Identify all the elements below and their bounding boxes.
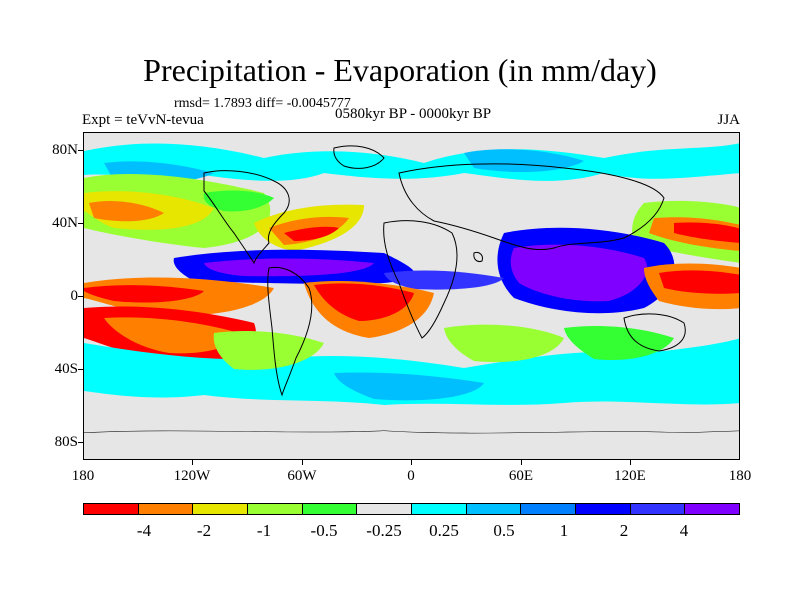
colorbar-swatch — [248, 504, 303, 514]
experiment-label: Expt = teVvN-tevua — [82, 112, 204, 128]
southern-blue-patch — [334, 372, 484, 401]
colorbar-swatch — [630, 504, 686, 514]
lon-tick-label: 0 — [407, 468, 415, 484]
s-indian-green-2 — [564, 326, 674, 361]
colorbar-label: 0.25 — [429, 521, 459, 540]
lat-tick-label: 40S — [54, 361, 78, 377]
lon-tick-label: 60E — [508, 468, 534, 484]
antarctica-land — [84, 431, 739, 459]
colorbar-label: -0.25 — [366, 521, 402, 540]
africa-outline — [383, 220, 458, 339]
lon-tickmark — [411, 460, 412, 465]
nh-blue-patch-2 — [464, 149, 584, 173]
greenland-outline — [333, 145, 385, 169]
figure-title: Precipitation - Evaporation (in mm/day) — [143, 52, 657, 88]
nh-high-lat-cyan — [84, 143, 739, 181]
lon-tick-label: 180 — [71, 468, 95, 484]
colorbar-swatch — [521, 504, 577, 514]
lat-tickmark — [78, 296, 83, 297]
colorbar-swatch — [302, 504, 358, 514]
colorbar-swatch — [576, 504, 631, 514]
colorbar-label: 0.5 — [493, 521, 515, 540]
colorbar-swatch — [412, 504, 467, 514]
lon-tick-label: 120W — [173, 468, 211, 484]
wpac-n-red — [674, 222, 739, 243]
colorbar-label: 4 — [679, 521, 689, 540]
pacific-eq-red — [84, 285, 204, 303]
australia-outline — [623, 313, 686, 352]
s-indian-green — [444, 324, 564, 363]
lat-tickmark — [78, 442, 83, 443]
lon-tickmark — [630, 460, 631, 465]
season-label: JJA — [717, 112, 740, 128]
itcz-violet-west — [204, 258, 374, 277]
lon-tickmark — [192, 460, 193, 465]
colorbar-label: -4 — [136, 521, 152, 540]
colorbar — [83, 503, 740, 515]
colorbar-swatch — [466, 504, 522, 514]
colorbar-swatch — [193, 504, 249, 514]
south-america-outline — [267, 266, 313, 397]
lon-tick-label: 120E — [614, 468, 646, 484]
stats-text: rmsd= 1.7893 diff= -0.0045777 — [174, 96, 351, 111]
lon-tick-label: 60W — [287, 468, 317, 484]
lat-tickmark — [78, 369, 83, 370]
colorbar-swatch — [138, 504, 194, 514]
south-pacific-orange — [104, 317, 239, 354]
colorbar-swatch — [357, 504, 413, 514]
madagascar-outline — [473, 252, 483, 262]
lat-tick-label: 40N — [52, 215, 78, 231]
north-america-outline — [203, 170, 290, 265]
pacific-n-orange — [89, 201, 164, 222]
eurasia-outline — [398, 163, 665, 251]
period-label: 0580kyr BP - 0000kyr BP — [334, 106, 492, 122]
southern-ocean-cyan — [84, 338, 739, 405]
lon-tickmark — [302, 460, 303, 465]
s-pacific-green — [213, 331, 324, 370]
america-n-green — [203, 190, 274, 212]
lat-tickmark — [78, 150, 83, 151]
colorbar-label: -0.5 — [310, 521, 338, 540]
colorbar-label: 2 — [619, 521, 629, 540]
colorbar-swatch — [685, 504, 740, 514]
precip-evap-map — [84, 133, 739, 459]
colorbar-label: 1 — [559, 521, 569, 540]
lat-tick-label: 80S — [54, 434, 78, 450]
itcz-violet — [510, 244, 648, 302]
lon-tickmark — [521, 460, 522, 465]
lat-tickmark — [78, 223, 83, 224]
itcz-blue — [384, 270, 504, 290]
lon-tick-label: 180 — [728, 468, 752, 484]
colorbar-label: -2 — [196, 521, 212, 540]
south-atlantic-red — [314, 283, 414, 321]
lat-tick-label: 80N — [52, 142, 78, 158]
map-panel — [83, 132, 740, 460]
colorbar-swatch — [84, 504, 139, 514]
west-pacific-red — [659, 270, 739, 294]
lat-tick-label: 0 — [70, 288, 79, 304]
colorbar-label: -1 — [256, 521, 272, 540]
atlantic-ne-red — [284, 226, 339, 241]
